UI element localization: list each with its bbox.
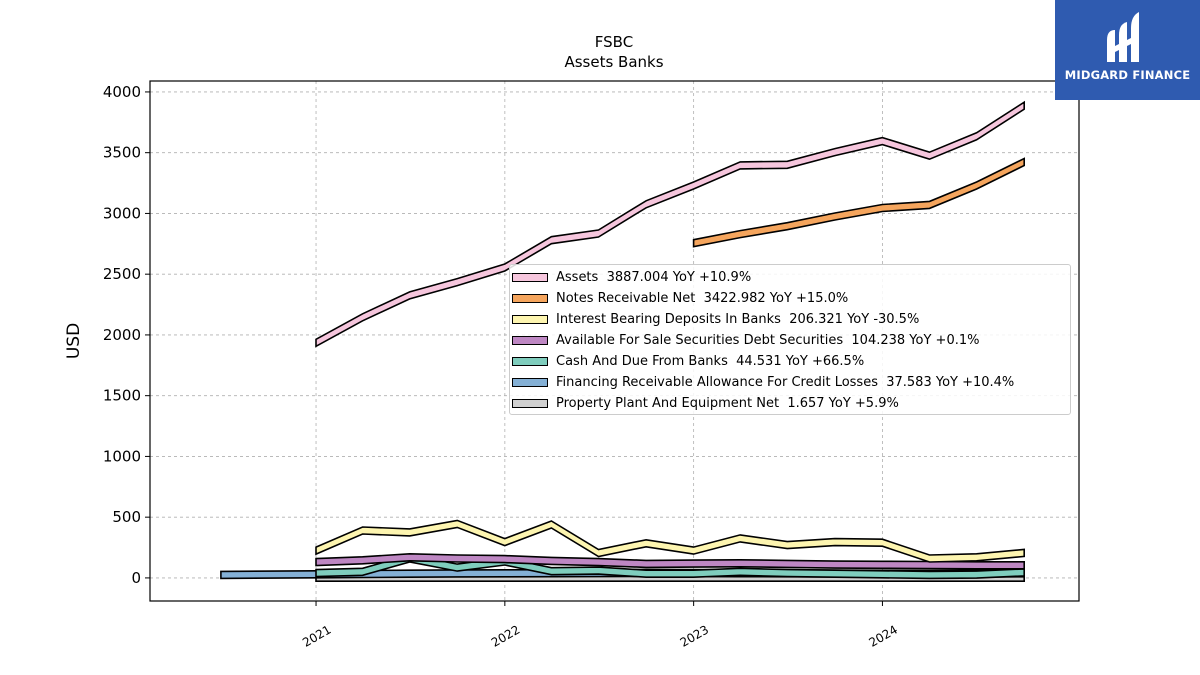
legend-item: Available For Sale Securities Debt Secur… xyxy=(510,331,979,349)
legend-swatch xyxy=(512,335,548,345)
y-tick-label: 4000 xyxy=(103,83,141,101)
brand-logo: MIDGARD FINANCE xyxy=(1055,0,1200,100)
legend-item: Interest Bearing Deposits In Banks 206.3… xyxy=(510,310,919,328)
legend-label: Interest Bearing Deposits In Banks 206.3… xyxy=(556,311,920,327)
legend-swatch xyxy=(512,314,548,324)
plot-frame xyxy=(149,80,1080,602)
legend-item: Notes Receivable Net 3422.982 YoY +15.0% xyxy=(510,289,848,307)
brand-logo-text: MIDGARD FINANCE xyxy=(1064,68,1191,82)
chart-subtitle: Assets Banks xyxy=(564,53,663,71)
legend-label: Property Plant And Equipment Net 1.657 Y… xyxy=(556,395,899,411)
x-tick-label: 2022 xyxy=(489,622,522,649)
legend-label: Cash And Due From Banks 44.531 YoY +66.5… xyxy=(556,353,865,369)
series-assets xyxy=(315,100,1025,348)
legend-swatch xyxy=(512,398,548,408)
legend-label: Assets 3887.004 YoY +10.9% xyxy=(556,269,752,285)
brand-logo-icon xyxy=(1107,12,1139,62)
y-tick-label: 500 xyxy=(112,508,141,526)
y-tick-label: 2500 xyxy=(103,265,141,283)
y-tick-label: 3500 xyxy=(103,144,141,162)
series-interest-bearing-deposits-in-banks xyxy=(315,519,1025,563)
legend-item: Property Plant And Equipment Net 1.657 Y… xyxy=(510,394,899,412)
x-tick-label: 2021 xyxy=(300,622,333,649)
legend-item: Assets 3887.004 YoY +10.9% xyxy=(510,268,751,286)
x-tick-label: 2023 xyxy=(678,622,711,649)
y-tick-label: 1500 xyxy=(103,387,141,405)
legend-swatch xyxy=(512,377,548,387)
legend-label: Notes Receivable Net 3422.982 YoY +15.0% xyxy=(556,290,849,306)
legend-item: Cash And Due From Banks 44.531 YoY +66.5… xyxy=(510,352,864,370)
series-available-for-sale-securities-debt-securities xyxy=(315,552,1025,570)
legend-swatch xyxy=(512,356,548,366)
series-notes-receivable-net xyxy=(692,157,1025,248)
legend: Assets 3887.004 YoY +10.9% Notes Receivab… xyxy=(509,264,1071,415)
legend-swatch xyxy=(512,272,548,282)
y-tick-label: 3000 xyxy=(103,204,141,222)
y-tick-label: 0 xyxy=(131,569,141,587)
legend-item: Financing Receivable Allowance For Credi… xyxy=(510,373,1014,391)
legend-swatch xyxy=(512,293,548,303)
x-tick-label: 2024 xyxy=(866,622,899,649)
series-layer xyxy=(220,100,1025,582)
legend-label: Financing Receivable Allowance For Credi… xyxy=(556,374,1015,390)
legend-label: Available For Sale Securities Debt Secur… xyxy=(556,332,980,348)
y-tick-label: 2000 xyxy=(103,326,141,344)
y-axis-label: USD xyxy=(64,323,84,359)
y-tick-label: 1000 xyxy=(103,447,141,465)
chart-title: FSBC xyxy=(595,33,633,51)
